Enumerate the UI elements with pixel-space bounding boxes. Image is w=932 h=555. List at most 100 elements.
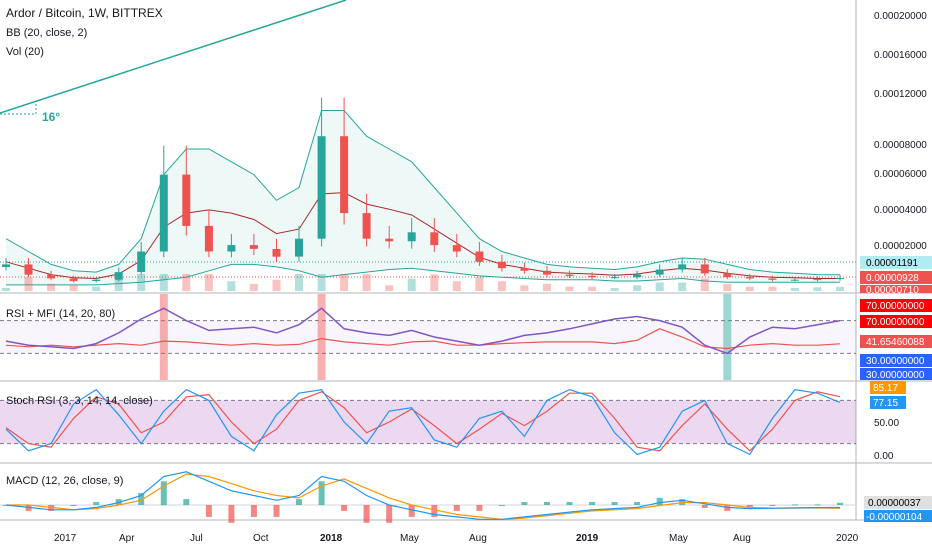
volume-bar bbox=[768, 286, 777, 291]
rsi-pane[interactable] bbox=[0, 294, 856, 380]
study-vol-label[interactable]: Vol (20) bbox=[6, 46, 44, 58]
volume-bar bbox=[520, 285, 529, 291]
candle-body bbox=[813, 279, 822, 281]
macd-histogram-bar bbox=[476, 505, 483, 511]
candle-body bbox=[610, 277, 619, 279]
candle-body bbox=[768, 278, 777, 280]
candle-body bbox=[340, 136, 349, 214]
macd-pane-title[interactable]: MACD (12, 26, close, 9) bbox=[6, 475, 123, 487]
price-tick: 0.00020000 bbox=[874, 11, 927, 22]
study-bb-label[interactable]: BB (20, close, 2) bbox=[6, 27, 87, 39]
volume-bar bbox=[588, 286, 597, 291]
volume-bar bbox=[24, 277, 33, 291]
candle-body bbox=[836, 278, 844, 280]
macd-histogram-bar bbox=[228, 505, 235, 523]
candle-body bbox=[385, 238, 394, 242]
candle-body bbox=[204, 225, 213, 252]
trendline[interactable] bbox=[0, 0, 347, 114]
price-badge-text: 0.00001191 bbox=[866, 258, 919, 269]
candle-body bbox=[655, 269, 664, 275]
macd-histogram-bar bbox=[341, 505, 348, 511]
price-pane[interactable] bbox=[0, 97, 856, 291]
volume-bar bbox=[633, 285, 642, 291]
macd-histogram-bar bbox=[318, 481, 325, 506]
volume-bar bbox=[407, 278, 416, 291]
volume-bar bbox=[745, 286, 754, 291]
macd-histogram-bar bbox=[431, 505, 438, 517]
candle-body bbox=[678, 264, 687, 270]
macd-histogram-bar bbox=[250, 505, 257, 517]
symbol-title[interactable]: Ardor / Bitcoin, 1W, BITTREX bbox=[6, 6, 163, 20]
macd-histogram-bar bbox=[566, 502, 573, 505]
candle-body bbox=[565, 274, 574, 276]
volume-bar bbox=[159, 274, 168, 291]
macd-histogram-bar bbox=[273, 505, 280, 517]
volume-bar bbox=[249, 283, 258, 291]
rsi-pane-title[interactable]: RSI + MFI (14, 20, 80) bbox=[6, 308, 115, 320]
candle-body bbox=[182, 174, 191, 226]
mfi-line bbox=[5, 328, 841, 350]
macd-line bbox=[5, 471, 841, 520]
candle-body bbox=[137, 251, 146, 272]
macd-histogram-bar bbox=[138, 493, 145, 505]
volume-bar bbox=[385, 285, 394, 291]
candle-body bbox=[475, 251, 484, 262]
rsi-badge bbox=[860, 299, 932, 312]
macd-histogram-bar bbox=[296, 499, 302, 505]
price-badge-text: 0.00000710 bbox=[866, 285, 919, 296]
stoch-badge-text: 77.15 bbox=[873, 398, 898, 409]
volume-bar bbox=[295, 274, 303, 291]
bb-lower-line bbox=[6, 263, 840, 286]
stoch-pane[interactable] bbox=[0, 388, 856, 456]
volume-bar bbox=[92, 286, 101, 291]
time-tick: 2017 bbox=[54, 533, 77, 544]
candle-body bbox=[588, 275, 597, 278]
rsi-badge-text: 30.00000000 bbox=[866, 370, 925, 381]
stoch-tick: 0.00 bbox=[874, 451, 894, 462]
macd-badge bbox=[864, 510, 932, 522]
time-tick: 2020 bbox=[836, 533, 859, 544]
macd-signal-line bbox=[6, 473, 841, 520]
candle-body bbox=[430, 232, 439, 246]
macd-histogram-bar bbox=[160, 481, 167, 506]
price-tick: 0.00008000 bbox=[874, 140, 927, 151]
macd-histogram-bar bbox=[386, 505, 393, 523]
volume-bar bbox=[137, 274, 146, 291]
time-tick: Oct bbox=[253, 533, 269, 544]
time-tick: 2018 bbox=[320, 533, 343, 544]
time-tick: Jul bbox=[190, 533, 203, 544]
price-tick: 0.00016000 bbox=[874, 50, 927, 61]
macd-pane[interactable] bbox=[0, 471, 856, 523]
volume-bar bbox=[182, 274, 191, 291]
stoch-badge bbox=[870, 396, 906, 409]
rsi-badge-text: 70.00000000 bbox=[866, 317, 925, 328]
candle-body bbox=[69, 278, 78, 282]
candle-body bbox=[2, 264, 10, 267]
price-badge-text: 0.00000928 bbox=[866, 273, 919, 284]
macd-histogram-bar bbox=[837, 502, 843, 505]
candle-body bbox=[317, 136, 326, 239]
volume-bar bbox=[813, 287, 822, 291]
macd-histogram-bar bbox=[814, 504, 821, 506]
volume-bar bbox=[700, 278, 709, 291]
rsi-badge bbox=[860, 315, 932, 328]
stoch-pane-title[interactable]: Stoch RSI (3, 3, 14, 14, close) bbox=[6, 395, 153, 407]
macd-histogram-bar bbox=[498, 505, 505, 506]
volume-bar bbox=[47, 283, 56, 291]
candle-body bbox=[633, 274, 642, 278]
volume-bar bbox=[204, 274, 213, 291]
angle-guide bbox=[0, 104, 37, 115]
macd-histogram-bar bbox=[544, 502, 550, 505]
price-tick: 0.00006000 bbox=[874, 169, 927, 180]
price-tick: 0.00004000 bbox=[874, 205, 927, 216]
volume-bar bbox=[114, 279, 123, 291]
rsi-badge-text: 70.00000000 bbox=[866, 301, 925, 312]
candle-body bbox=[92, 279, 101, 281]
candle-body bbox=[543, 270, 551, 275]
candle-body bbox=[497, 261, 506, 269]
stoch-badge-text: 85.17 bbox=[873, 383, 898, 394]
price-tick: 0.00002000 bbox=[874, 241, 927, 252]
candle-body bbox=[362, 213, 371, 239]
